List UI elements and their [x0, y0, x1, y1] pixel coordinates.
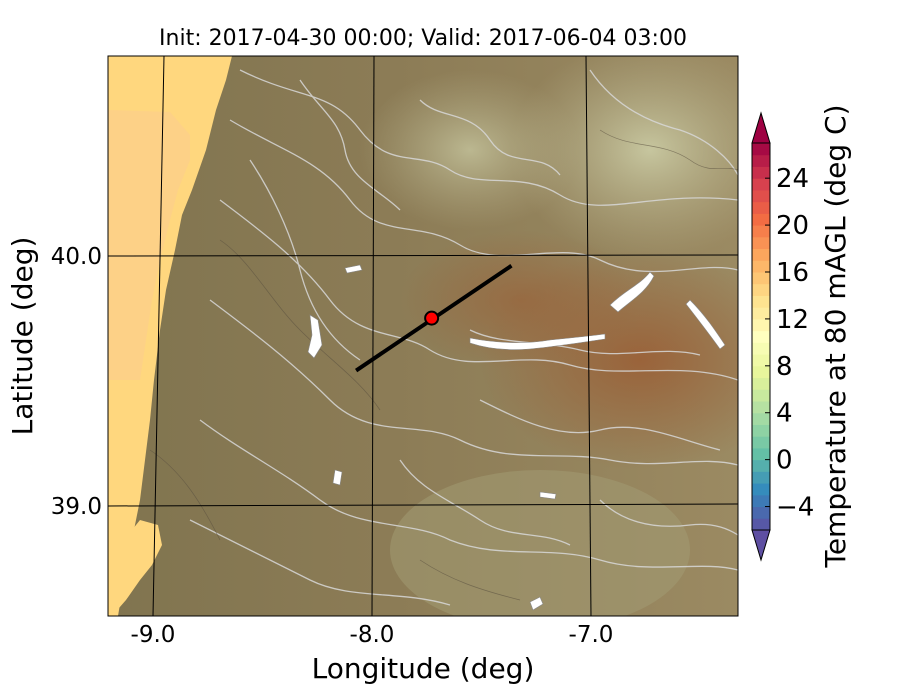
colorbar-extend-top	[751, 111, 771, 144]
y-axis-label: Latitude (deg)	[6, 237, 39, 436]
colorbar-segment	[752, 201, 770, 214]
colorbar-segment	[752, 295, 770, 308]
gridlines	[108, 56, 738, 616]
colorbar-segment	[752, 272, 770, 285]
x-ticks: -9.0 -8.0 -7.0	[131, 622, 614, 648]
colorbar-ticks: 24 20 16 12 8 4 0 −4	[765, 164, 814, 523]
colorbar-tick-label: 4	[776, 399, 793, 429]
map-frame	[107, 55, 739, 617]
colorbar-segment	[752, 447, 770, 461]
colorbar-segment	[752, 154, 770, 167]
colorbar-segment	[752, 518, 770, 531]
y-tick-label: 39.0	[51, 494, 102, 520]
highland-northeast	[510, 56, 738, 260]
highland-north	[360, 70, 580, 230]
x-tick-label: -9.0	[131, 622, 176, 648]
ocean-shallow	[108, 110, 190, 380]
colorbar-segment	[752, 471, 770, 484]
colorbar-segment	[752, 166, 770, 179]
gridline-lon-7	[585, 56, 592, 616]
warm-zone-central	[400, 230, 640, 370]
colorbar-segment	[752, 389, 770, 402]
colorbar-tick-label: 12	[776, 305, 809, 335]
x-tick-label: -7.0	[569, 622, 614, 648]
plot-title: Init: 2017-04-30 00:00; Valid: 2017-06-0…	[159, 26, 687, 51]
colorbar: 24 20 16 12 8 4 0 −4	[751, 111, 814, 562]
colorbar-segment	[752, 377, 770, 390]
plain-south	[390, 470, 690, 616]
colorbar-segment	[752, 424, 770, 437]
colorbar-segment	[752, 248, 770, 261]
x-tick-label: -8.0	[350, 622, 395, 648]
colorbar-tick-label: 20	[776, 211, 809, 241]
colorbar-segments	[752, 143, 770, 531]
colorbar-segment	[752, 354, 770, 367]
colorbar-segment	[752, 412, 770, 425]
y-tick-label: 40.0	[51, 244, 102, 270]
colorbar-segment	[752, 225, 770, 238]
colorbar-extend-bottom	[751, 529, 771, 562]
colorbar-segment	[752, 260, 770, 273]
colorbar-segment	[752, 318, 770, 332]
colorbar-segment	[752, 436, 770, 449]
colorbar-tick-label: 8	[776, 352, 793, 382]
colorbar-frame	[751, 142, 771, 531]
gridline-lat-40	[108, 254, 738, 257]
colorbar-segment	[752, 494, 770, 508]
gridline-lon-8	[371, 56, 375, 616]
colorbar-tick-label: 0	[776, 446, 793, 476]
reservoirs	[307, 264, 726, 611]
colorbar-tick-label: −4	[776, 493, 814, 523]
y-ticks: 40.0 39.0	[51, 244, 102, 520]
colorbar-segment	[752, 283, 770, 296]
map-area	[108, 56, 738, 616]
elevation-contours	[189, 69, 738, 606]
colorbar-segment	[752, 506, 770, 519]
colorbar-segment	[752, 401, 770, 414]
colorbar-label: Temperature at 80 mAGL (deg C)	[819, 104, 852, 568]
colorbar-segment	[752, 459, 770, 472]
site-marker	[424, 310, 440, 326]
colorbar-segment	[752, 342, 770, 355]
colorbar-segment	[752, 189, 770, 203]
colorbar-segment	[752, 330, 770, 343]
colorbar-tick-label: 24	[776, 164, 809, 194]
colorbar-segment	[752, 178, 770, 191]
colorbar-tick-label: 16	[776, 258, 809, 288]
colorbar-segment	[752, 483, 770, 496]
dark-contours	[149, 129, 738, 601]
estuary	[108, 520, 162, 616]
colorbar-segment	[752, 213, 770, 226]
colorbar-segment	[752, 236, 770, 250]
gridline-lat-39	[108, 503, 738, 507]
colorbar-segment	[752, 307, 770, 320]
colorbar-segment	[752, 143, 770, 156]
gridline-lon-9	[152, 56, 165, 616]
colorbar-segment	[752, 365, 770, 379]
x-axis-label: Longitude (deg)	[312, 652, 535, 685]
